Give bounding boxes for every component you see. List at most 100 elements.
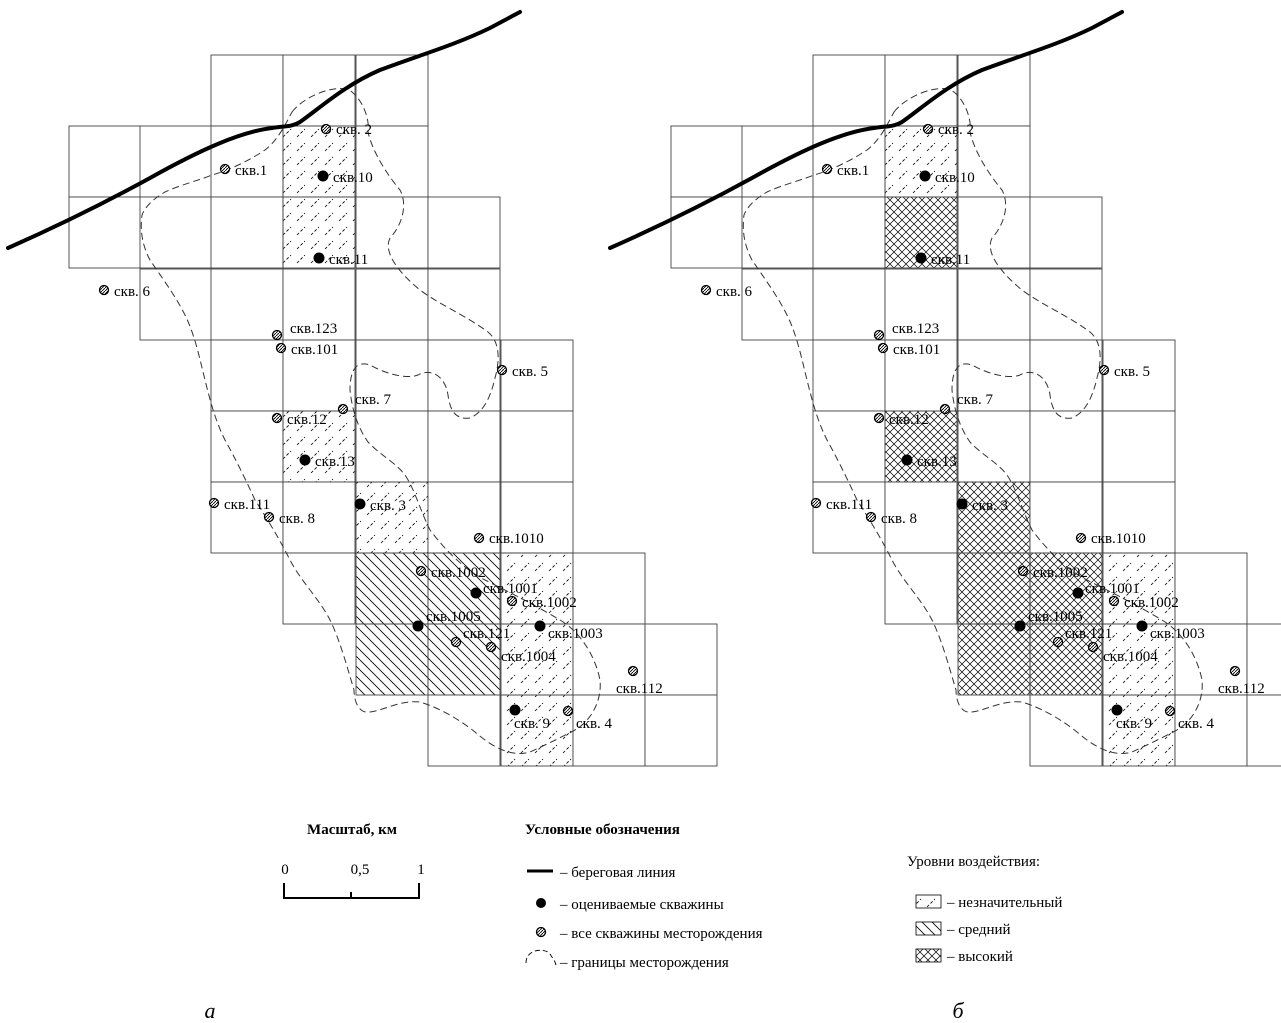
evaluated-well-marker xyxy=(534,620,546,632)
well-label: скв. 3 xyxy=(972,498,1008,514)
grid-cell xyxy=(957,196,1031,269)
impact-medium-text: – средний xyxy=(946,922,1011,938)
impact-high-swatch xyxy=(915,948,942,963)
evaluated-well-marker xyxy=(919,170,931,182)
field-well-marker xyxy=(700,284,712,296)
field-well-marker xyxy=(208,497,220,509)
well-label: скв. 4 xyxy=(576,716,613,732)
grid-cell xyxy=(1102,410,1176,483)
legend-all-wells-symbol xyxy=(535,926,547,938)
impact-cell-medium xyxy=(427,623,501,696)
well-label: скв.10 xyxy=(935,170,975,186)
well-label: скв.1005 xyxy=(1028,609,1083,625)
field-well-marker xyxy=(1229,665,1241,677)
well-label: скв. 9 xyxy=(1116,716,1152,732)
field-well-marker xyxy=(415,565,427,577)
coastline xyxy=(6,10,522,250)
field-well-marker xyxy=(821,163,833,175)
field-well-marker xyxy=(1108,595,1120,607)
grid-cell xyxy=(884,268,958,341)
field-well-marker xyxy=(1017,565,1029,577)
field-well-marker xyxy=(271,412,283,424)
well-label: скв. 2 xyxy=(336,122,372,138)
impact-cell-high xyxy=(1029,623,1103,696)
grid-cell xyxy=(68,125,142,198)
impact-cell-low xyxy=(282,410,356,483)
well-label: скв.13 xyxy=(917,454,957,470)
well-label: скв.1003 xyxy=(1150,626,1205,642)
grid-cell xyxy=(1102,481,1176,554)
grid-cell xyxy=(670,196,744,269)
well-label: скв.1 xyxy=(235,163,267,179)
panel-a-map: скв. 2 скв.1 скв.10 скв.11 скв. 6 скв.123 скв.… xyxy=(6,10,718,767)
impact-high-text: – высокий xyxy=(946,949,1013,965)
well-label: скв.123 xyxy=(892,321,939,337)
impact-cell-medium xyxy=(355,623,429,696)
scale-title: Масштаб, км xyxy=(307,822,397,838)
field-well-marker xyxy=(219,163,231,175)
grid-cell xyxy=(500,410,574,483)
grid-cell xyxy=(355,196,429,269)
grid-cell xyxy=(884,481,958,554)
field-well-marker xyxy=(473,532,485,544)
well-label: скв.1005 xyxy=(426,609,481,625)
well-label: скв.1004 xyxy=(501,649,556,665)
field-well-marker xyxy=(922,123,934,135)
well-label: скв. 7 xyxy=(355,392,392,408)
grid-cell xyxy=(741,125,815,198)
legend-boundary-text: – границы месторождения xyxy=(559,955,729,971)
grid-cell xyxy=(884,339,958,412)
well-label: скв.13 xyxy=(315,454,355,470)
well-label: скв.11 xyxy=(329,252,368,268)
coastline xyxy=(608,10,1124,250)
field-well-marker xyxy=(627,665,639,677)
well-label: скв.11 xyxy=(931,252,970,268)
impact-cell-high xyxy=(957,552,1031,625)
impact-cell-low xyxy=(1102,623,1176,696)
field-well-marker xyxy=(506,595,518,607)
grid-cell xyxy=(812,196,886,269)
well-label: скв.12 xyxy=(287,412,327,428)
grid-cell xyxy=(1029,196,1103,269)
evaluated-well-marker xyxy=(915,252,927,264)
well-label: скв.121 xyxy=(1065,626,1112,642)
grid-cell xyxy=(210,410,284,483)
evaluated-well-marker xyxy=(1072,587,1084,599)
well-label: скв.121 xyxy=(463,626,510,642)
well-label: скв.12 xyxy=(889,412,929,428)
evaluated-well-marker xyxy=(1136,620,1148,632)
evaluated-well-marker xyxy=(412,620,424,632)
field-well-marker xyxy=(496,364,508,376)
well-label: скв.112 xyxy=(1218,681,1265,697)
field-well-marker xyxy=(873,412,885,424)
well-label: скв.1002 xyxy=(1033,565,1088,581)
panel-b-caption: б xyxy=(952,998,964,1023)
grid-cell xyxy=(500,481,574,554)
scale-tick-1: 1 xyxy=(417,862,425,878)
grid-cell xyxy=(812,410,886,483)
field-well-marker xyxy=(1052,636,1064,648)
well-label: скв. 7 xyxy=(957,392,994,408)
grid-cell xyxy=(210,125,284,198)
impact-cell-high xyxy=(957,481,1031,554)
grid-cells xyxy=(670,54,1281,767)
legend-evaluated-well-symbol xyxy=(536,898,546,908)
well-label: скв.1003 xyxy=(548,626,603,642)
well-label: скв.1 xyxy=(837,163,869,179)
field-well-marker xyxy=(450,636,462,648)
scale-tick-half: 0,5 xyxy=(351,862,370,878)
grid-cell xyxy=(1029,694,1103,767)
well-label: скв.10 xyxy=(333,170,373,186)
well-label: скв.1010 xyxy=(489,531,544,547)
legend-evaluated-text: – оцениваемые скважины xyxy=(559,897,724,913)
evaluated-well-marker xyxy=(470,587,482,599)
well-label: скв. 8 xyxy=(881,511,917,527)
well-label: скв. 8 xyxy=(279,511,315,527)
grid-cell xyxy=(282,552,356,625)
well-label: скв.1001 xyxy=(1085,581,1140,597)
scale-line xyxy=(283,883,420,899)
well-label: скв.111 xyxy=(224,497,270,513)
field-well-marker xyxy=(562,705,574,717)
evaluated-well-marker xyxy=(313,252,325,264)
